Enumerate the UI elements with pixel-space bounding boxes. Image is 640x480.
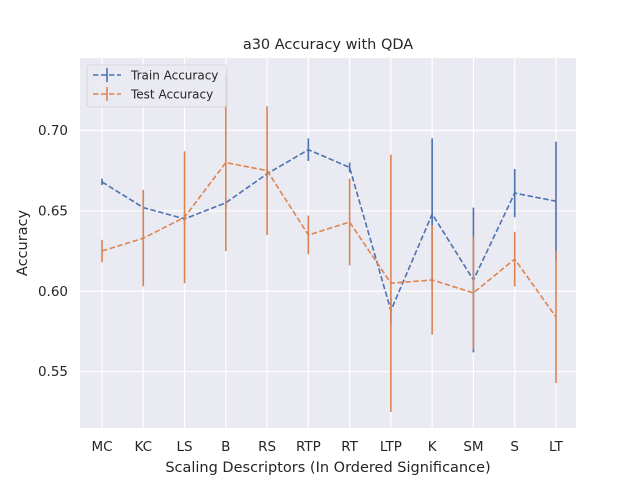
y-tick-label: 0.70 (38, 123, 68, 139)
legend: Train Accuracy Test Accuracy (86, 64, 228, 108)
x-tick-label: LS (176, 439, 192, 455)
y-axis-label: Accuracy (15, 209, 31, 276)
legend-box (86, 64, 228, 108)
x-tick-label: S (510, 439, 519, 455)
legend-label-train: Train Accuracy (130, 69, 218, 83)
x-tick-label: KC (134, 439, 152, 455)
x-tick-label: LTP (380, 439, 402, 455)
legend-entry-test: Test Accuracy (93, 87, 213, 102)
series-line (101, 161, 557, 318)
x-tick-label: RTP (296, 439, 321, 455)
series-line (101, 148, 557, 313)
x-tick-label: SM (463, 439, 483, 455)
y-tick-label: 0.60 (38, 284, 68, 300)
plot-background (80, 58, 576, 428)
x-tick-label: MC (91, 439, 112, 455)
series-1 (101, 74, 557, 412)
y-tick-label: 0.55 (38, 364, 68, 380)
x-axis-label: Scaling Descriptors (In Ordered Signific… (165, 460, 490, 476)
x-tick-label: LT (549, 439, 564, 455)
x-tick-labels: MC KC LS B RS RTP RT LTP K SM S LT (91, 439, 563, 455)
series-layer (101, 74, 557, 412)
legend-label-test: Test Accuracy (130, 88, 213, 102)
x-tick-label: RS (258, 439, 276, 455)
x-tick-label: RT (341, 439, 358, 455)
legend-entry-train: Train Accuracy (93, 68, 218, 83)
y-tick-labels: 0.55 0.60 0.65 0.70 (38, 123, 68, 380)
chart-title: a30 Accuracy with QDA (243, 37, 413, 53)
x-tick-label: K (428, 439, 438, 455)
y-tick-label: 0.65 (38, 203, 68, 219)
x-tick-label: B (221, 439, 230, 455)
